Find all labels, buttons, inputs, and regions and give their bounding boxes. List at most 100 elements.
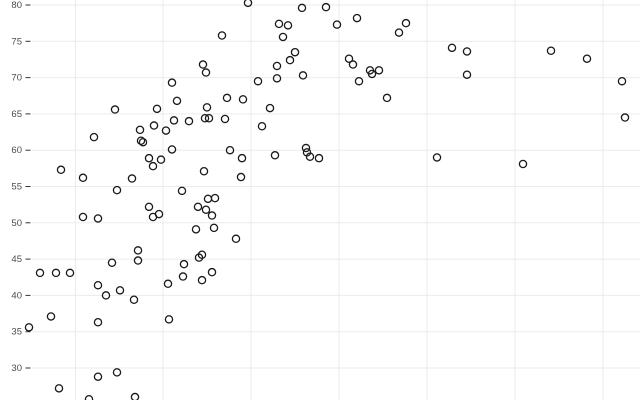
data-point <box>582 54 592 63</box>
data-point <box>401 18 411 28</box>
data-point <box>265 103 275 113</box>
data-point <box>314 153 324 163</box>
data-point <box>84 394 94 400</box>
data-point <box>110 105 120 114</box>
data-point <box>332 20 342 29</box>
data-point <box>382 93 392 103</box>
y-tick-label: 60 <box>11 145 22 156</box>
data-point <box>112 368 122 377</box>
data-point <box>156 155 166 164</box>
data-point <box>462 47 472 56</box>
y-tick-label: 70 <box>11 73 22 84</box>
data-point <box>278 32 288 42</box>
data-point <box>253 76 263 86</box>
data-point <box>127 174 137 183</box>
data-point <box>169 116 179 125</box>
data-point <box>144 202 154 212</box>
y-tick-label: 80 <box>11 0 22 11</box>
y-tick-label: 35 <box>11 327 22 338</box>
data-points <box>24 0 630 400</box>
data-point <box>198 60 208 69</box>
data-point <box>35 268 45 278</box>
data-point <box>164 315 174 324</box>
data-point <box>93 280 103 290</box>
data-point <box>177 186 187 196</box>
data-point <box>136 136 146 146</box>
data-point <box>236 172 246 182</box>
data-point <box>161 126 171 135</box>
data-point <box>130 392 140 400</box>
data-point <box>518 159 528 169</box>
data-point <box>179 259 189 269</box>
data-point <box>394 28 404 37</box>
data-point <box>135 125 145 135</box>
data-point <box>138 137 148 147</box>
data-point <box>56 165 66 175</box>
data-point <box>204 114 214 123</box>
y-axis-labels: 30 35 40 45 50 55 60 65 70 75 80 <box>11 0 22 374</box>
y-axis-ticks <box>25 4 31 369</box>
data-point <box>447 43 457 53</box>
data-point <box>462 70 472 79</box>
data-point <box>199 167 209 176</box>
data-point <box>321 2 331 12</box>
data-point <box>270 151 280 160</box>
data-point <box>200 114 210 123</box>
data-point <box>24 323 34 332</box>
data-point <box>201 68 211 77</box>
data-point <box>197 275 207 285</box>
data-point <box>93 372 103 381</box>
data-point <box>207 267 217 277</box>
y-tick-label: 65 <box>11 109 22 120</box>
data-point <box>272 74 282 83</box>
vertical-gridlines <box>75 0 604 400</box>
data-point <box>89 132 99 142</box>
data-point <box>172 96 182 106</box>
y-tick-label: 40 <box>11 290 22 301</box>
data-point <box>149 121 159 130</box>
data-point <box>546 46 556 55</box>
data-point <box>432 153 442 162</box>
data-point <box>152 104 162 114</box>
data-point <box>193 202 203 212</box>
data-point <box>93 318 103 327</box>
data-point <box>144 153 154 163</box>
horizontal-gridlines <box>32 4 640 369</box>
data-point <box>203 194 213 204</box>
y-tick-label: 75 <box>11 36 22 47</box>
data-point <box>178 272 188 281</box>
data-point <box>46 312 56 321</box>
data-point <box>222 93 232 103</box>
data-point <box>129 295 139 305</box>
data-point <box>374 66 384 75</box>
data-point <box>243 0 253 8</box>
data-point <box>620 113 630 122</box>
data-point <box>301 143 311 153</box>
data-point <box>115 286 125 295</box>
data-point <box>257 121 267 131</box>
data-point <box>344 54 354 63</box>
data-point <box>209 223 219 233</box>
data-point <box>617 76 627 86</box>
data-point <box>78 173 88 183</box>
data-point <box>367 69 377 79</box>
data-point <box>210 193 220 203</box>
data-point <box>194 253 204 262</box>
data-point <box>348 60 358 69</box>
y-tick-label: 30 <box>11 363 22 374</box>
data-point <box>148 212 158 222</box>
data-point <box>107 258 117 267</box>
data-point <box>238 95 248 104</box>
data-point <box>231 234 241 244</box>
data-point <box>201 205 211 214</box>
data-point <box>93 214 103 223</box>
data-point <box>167 78 177 87</box>
y-tick-label: 50 <box>11 218 22 229</box>
data-point <box>184 116 194 126</box>
data-point <box>191 225 201 234</box>
data-point <box>352 13 362 23</box>
data-point <box>305 152 315 161</box>
data-point <box>133 246 143 255</box>
